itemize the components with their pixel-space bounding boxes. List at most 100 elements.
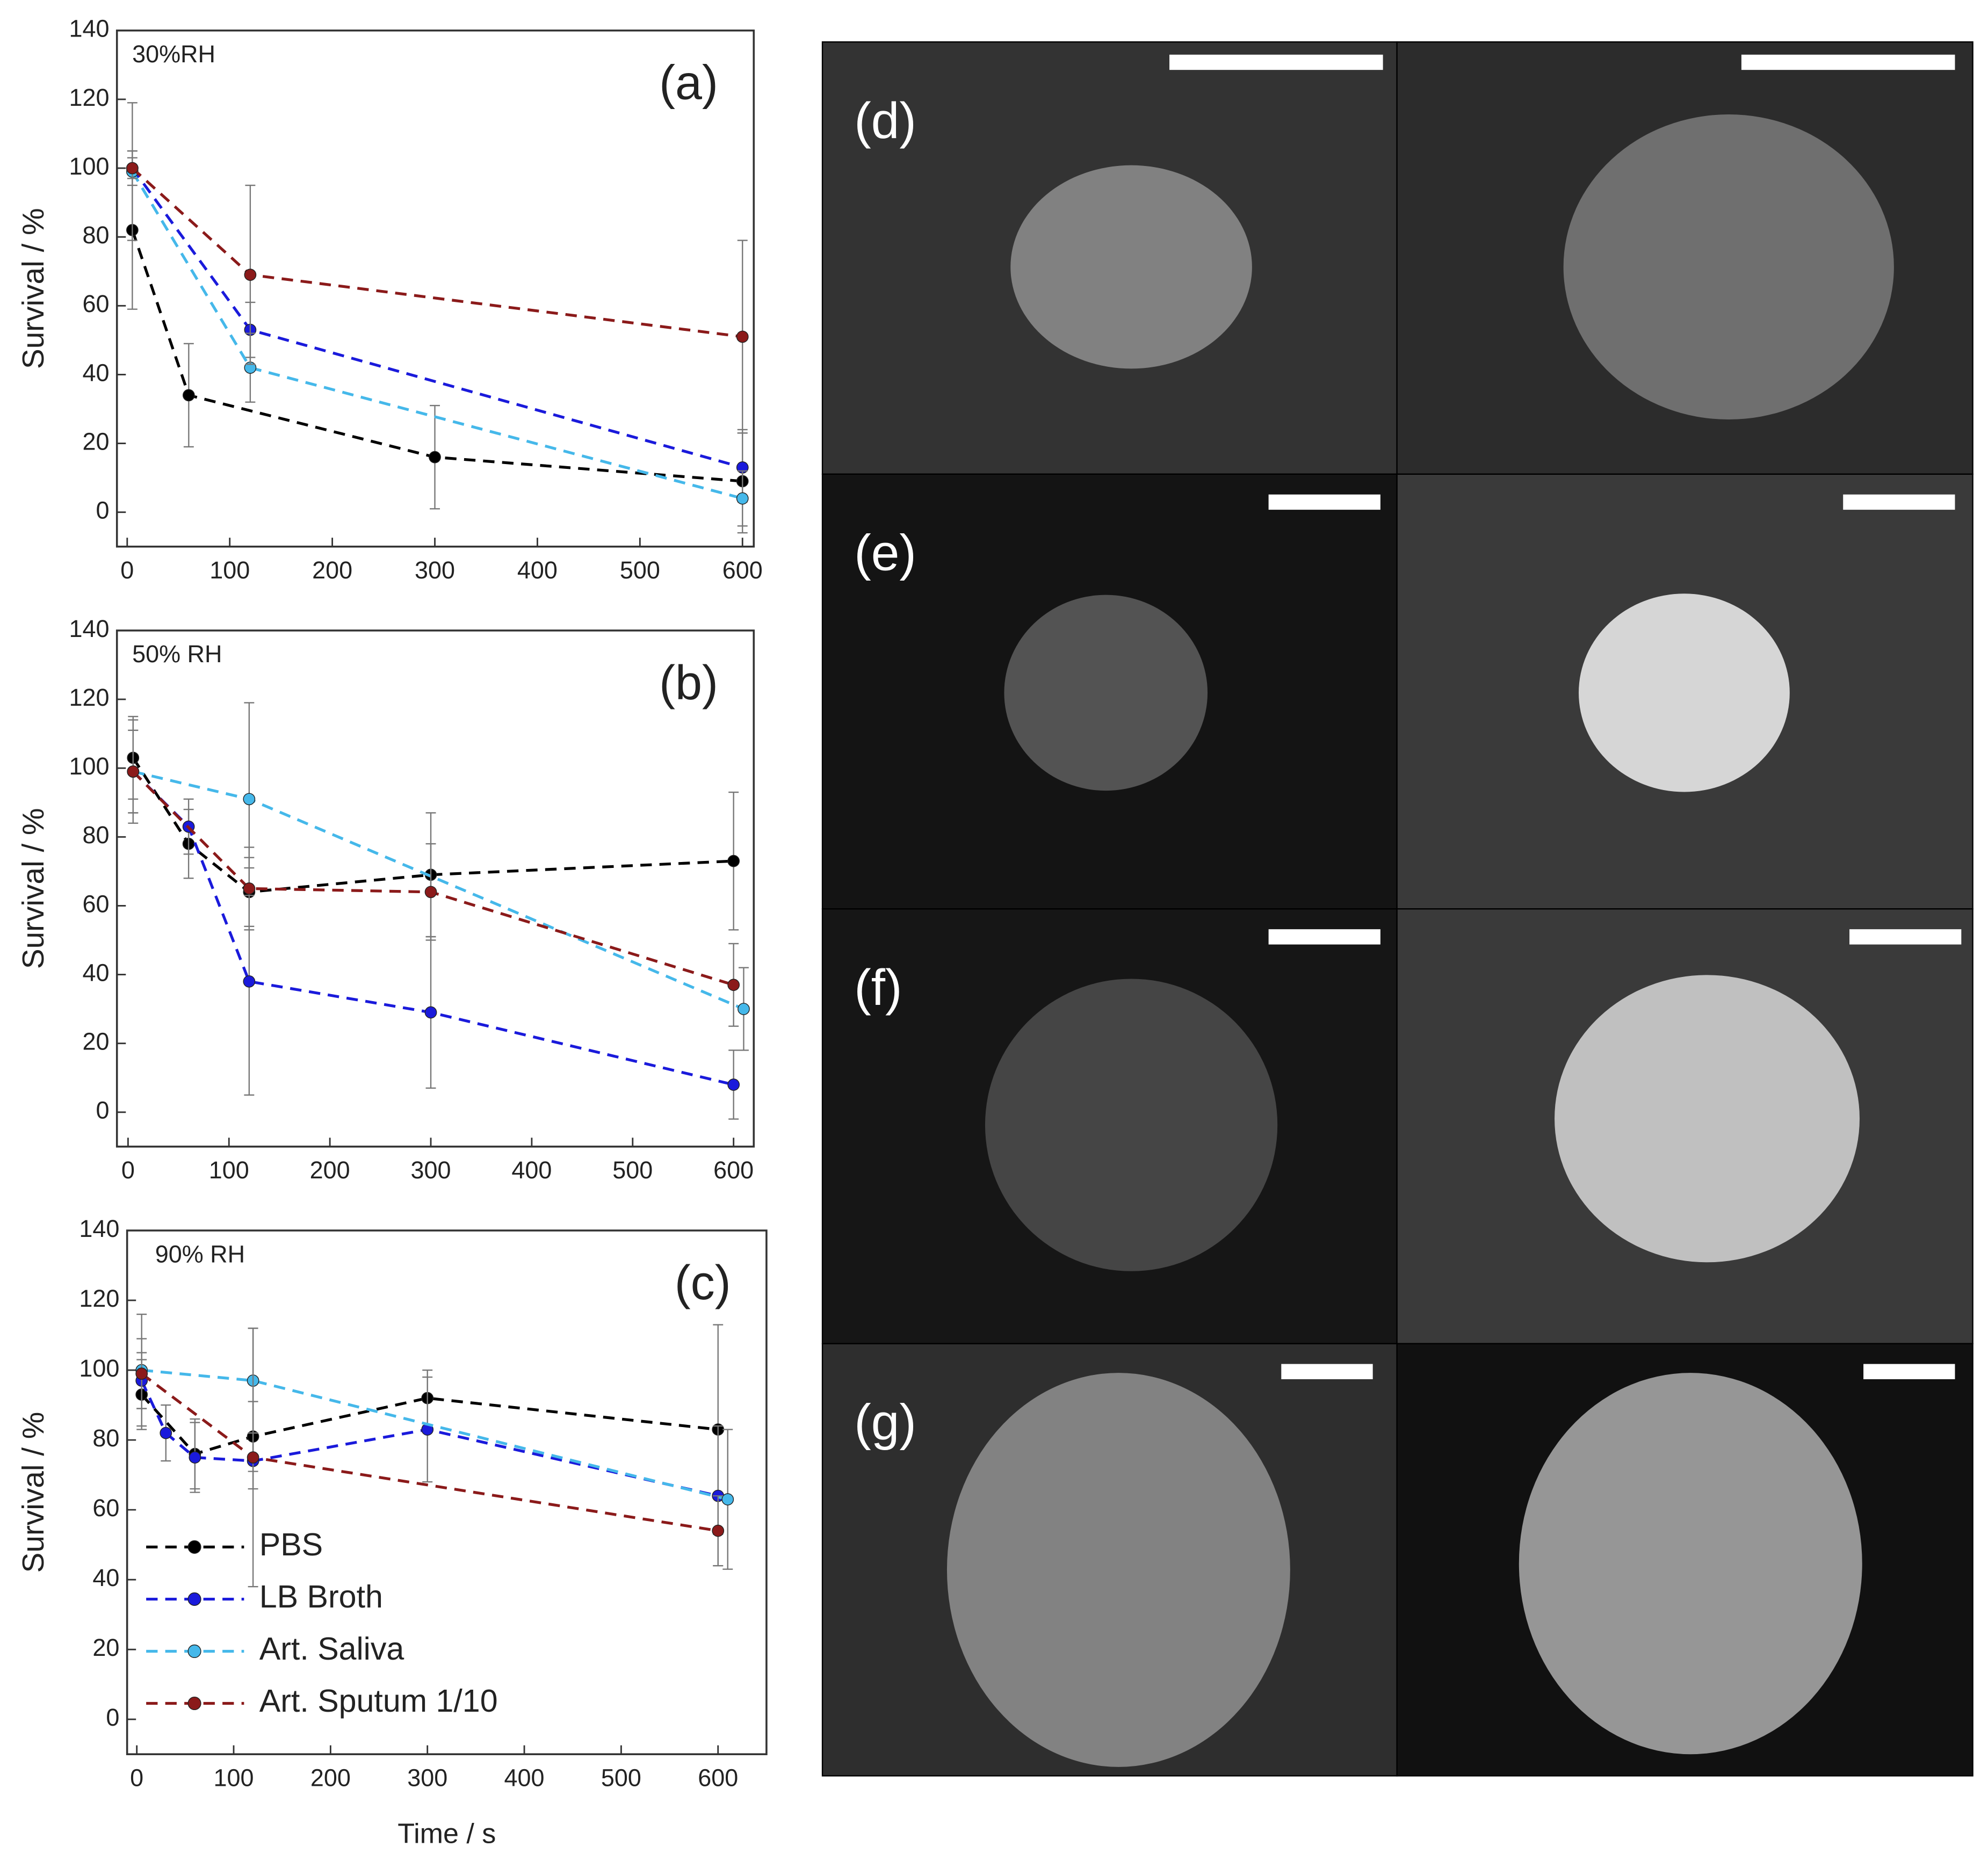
x-tick-label: 500 xyxy=(620,556,660,584)
data-point xyxy=(727,1078,740,1091)
y-tick-label: 100 xyxy=(69,752,109,780)
particle xyxy=(1555,975,1860,1263)
legend-marker xyxy=(187,1540,201,1554)
y-tick-label: 140 xyxy=(79,1215,119,1242)
x-tick-label: 400 xyxy=(511,1156,552,1184)
panel-label: (e) xyxy=(854,525,916,582)
series-line xyxy=(131,229,743,483)
annotation: 50% RH xyxy=(132,640,222,668)
y-tick-label: 100 xyxy=(69,153,109,180)
y-tick-label: 120 xyxy=(69,84,109,111)
data-point xyxy=(721,1493,734,1505)
y-tick-label: 80 xyxy=(82,221,109,249)
x-tick-label: 600 xyxy=(722,556,763,584)
y-tick-label: 140 xyxy=(69,615,109,642)
y-tick-label: 0 xyxy=(106,1704,119,1731)
x-tick-label: 200 xyxy=(312,556,352,584)
data-point xyxy=(736,330,749,343)
data-point xyxy=(424,886,437,899)
x-tick-label: 0 xyxy=(130,1764,143,1791)
particle xyxy=(1519,1373,1862,1755)
x-axis-label: Time / s xyxy=(397,1818,496,1849)
plot-frame xyxy=(115,629,755,1148)
y-axis-label: Survival / % xyxy=(17,1412,50,1573)
data-point xyxy=(727,855,740,867)
legend-label: Art. Saliva xyxy=(259,1631,404,1667)
scale-bar xyxy=(1268,929,1380,945)
y-tick-label: 20 xyxy=(82,428,109,455)
y-tick-label: 80 xyxy=(92,1424,119,1452)
y-tick-label: 0 xyxy=(96,497,109,524)
data-point xyxy=(182,389,195,402)
x-tick-label: 0 xyxy=(121,1156,135,1184)
data-point xyxy=(727,979,740,991)
scale-bar xyxy=(1268,494,1380,510)
particle xyxy=(946,1373,1290,1767)
x-tick-label: 300 xyxy=(407,1764,447,1791)
x-tick-label: 300 xyxy=(415,556,455,584)
x-tick-label: 500 xyxy=(601,1764,641,1791)
y-tick-label: 60 xyxy=(82,290,109,317)
plot-frame xyxy=(126,1229,768,1755)
series-line xyxy=(131,167,743,469)
x-tick-label: 100 xyxy=(209,556,250,584)
annotation: 90% RH xyxy=(155,1240,245,1268)
scale-bar xyxy=(1849,929,1962,945)
y-tick-label: 120 xyxy=(69,684,109,711)
y-tick-label: 80 xyxy=(82,821,109,849)
x-tick-label: 300 xyxy=(411,1156,451,1184)
legend-label: LB Broth xyxy=(259,1578,383,1614)
y-tick-label: 40 xyxy=(92,1564,119,1591)
x-tick-label: 0 xyxy=(120,556,134,584)
data-point xyxy=(424,1006,437,1019)
y-tick-label: 60 xyxy=(92,1494,119,1522)
data-point xyxy=(135,1367,148,1380)
series-line xyxy=(133,770,744,1011)
x-tick-label: 500 xyxy=(612,1156,653,1184)
data-point xyxy=(247,1451,259,1464)
panel-label: (g) xyxy=(854,1394,916,1451)
y-axis-label: Survival / % xyxy=(17,208,50,369)
panel-label: (a) xyxy=(659,56,718,110)
legend-label: Art. Sputum 1/10 xyxy=(259,1683,498,1719)
data-point xyxy=(429,451,441,464)
x-tick-label: 100 xyxy=(214,1764,254,1791)
x-tick-label: 400 xyxy=(504,1764,545,1791)
y-tick-label: 20 xyxy=(92,1634,119,1661)
data-point xyxy=(160,1426,172,1439)
scale-bar xyxy=(1281,1364,1373,1379)
particle xyxy=(1010,165,1252,369)
y-tick-label: 20 xyxy=(82,1028,109,1055)
panel-label: (c) xyxy=(675,1256,731,1310)
y-tick-label: 120 xyxy=(79,1285,119,1312)
data-point xyxy=(738,1003,750,1015)
data-point xyxy=(189,1451,201,1464)
x-tick-label: 100 xyxy=(209,1156,249,1184)
legend-marker xyxy=(187,1592,201,1606)
data-point xyxy=(243,975,256,988)
annotation: 30%RH xyxy=(132,40,215,68)
y-tick-label: 40 xyxy=(82,959,109,986)
legend-label: PBS xyxy=(259,1526,323,1562)
series-line xyxy=(131,167,743,338)
series-line xyxy=(131,171,743,500)
data-point xyxy=(244,269,257,281)
panel-label: (d) xyxy=(854,92,916,149)
data-point xyxy=(127,765,140,778)
series-line xyxy=(141,1368,728,1501)
data-point xyxy=(712,1524,725,1537)
x-tick-label: 600 xyxy=(713,1156,754,1184)
x-tick-label: 200 xyxy=(310,1764,351,1791)
x-tick-label: 600 xyxy=(698,1764,738,1791)
series-line xyxy=(132,770,734,1087)
data-point xyxy=(736,492,749,505)
data-point xyxy=(243,793,256,806)
scale-bar xyxy=(1169,54,1383,70)
series-line xyxy=(140,1380,719,1497)
data-point xyxy=(126,162,139,175)
y-tick-label: 140 xyxy=(69,15,109,42)
x-tick-label: 400 xyxy=(517,556,558,584)
panel-label: (f) xyxy=(854,959,902,1016)
